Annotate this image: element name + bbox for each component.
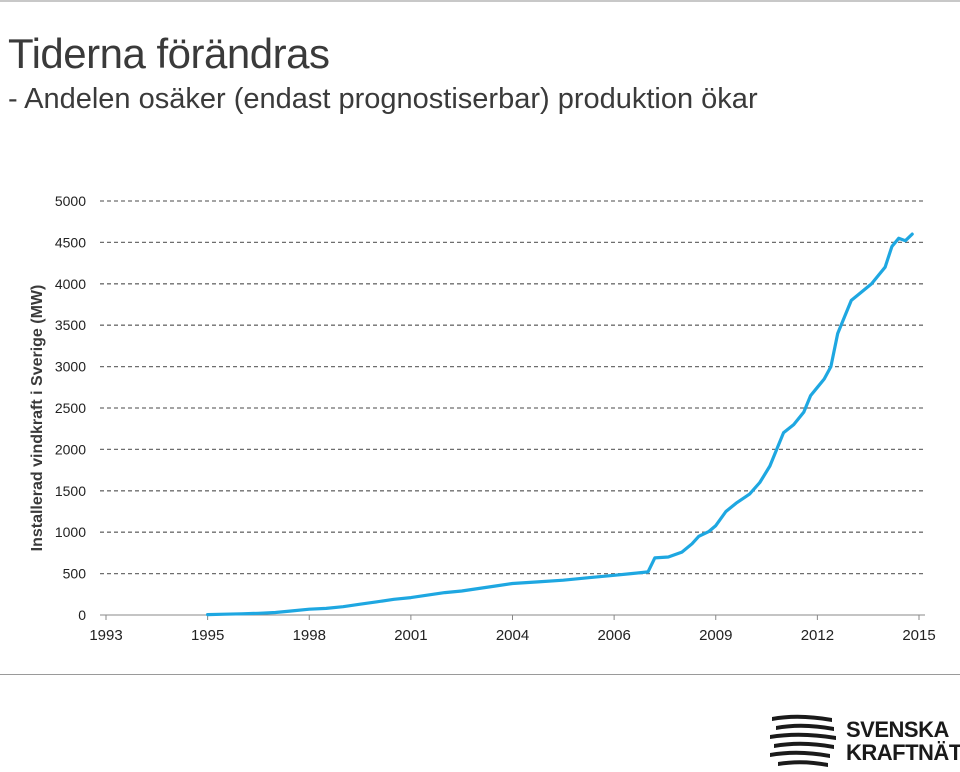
x-tick-label: 2012 (801, 627, 834, 644)
logo-text-line2: KRAFTNÄT (846, 740, 960, 765)
logo-text-line1: SVENSKA (846, 717, 949, 742)
y-tick-label: 2500 (55, 400, 86, 416)
page-title: Tiderna förändras (8, 30, 330, 77)
bottom-divider (0, 674, 960, 675)
x-tick-label: 1998 (293, 627, 326, 644)
x-tick-label: 2001 (394, 627, 427, 644)
y-tick-label: 1500 (55, 483, 86, 499)
wind-power-chart: 0 500 1000 1500 2000 2500 3000 3500 4000 4500 5000… (29, 193, 936, 644)
y-tick-label: 3500 (55, 317, 86, 333)
x-tick-label: 2015 (902, 627, 935, 644)
top-divider (0, 0, 960, 2)
y-tick-label: 1000 (55, 524, 86, 540)
y-tick-label: 2000 (55, 441, 86, 457)
y-tick-label: 5000 (55, 193, 86, 209)
x-tick-label: 1995 (191, 627, 224, 644)
series-line (206, 232, 914, 617)
y-tick-label: 4500 (55, 234, 86, 250)
x-tick-label: 1993 (89, 627, 122, 644)
y-axis-label: Installerad vindkraft i Sverige (MW) (29, 285, 46, 552)
x-tick-label: 2009 (699, 627, 732, 644)
page-subtitle: - Andelen osäker (endast prognostiserbar… (8, 83, 758, 115)
x-tick-label: 2006 (597, 627, 630, 644)
y-tick-label: 0 (78, 607, 86, 623)
svenska-kraftnat-logo-icon (770, 714, 836, 767)
y-tick-label: 4000 (55, 276, 86, 292)
y-tick-label: 3000 (55, 359, 86, 375)
y-tick-label: 500 (63, 566, 87, 582)
x-tick-label: 2004 (496, 627, 529, 644)
